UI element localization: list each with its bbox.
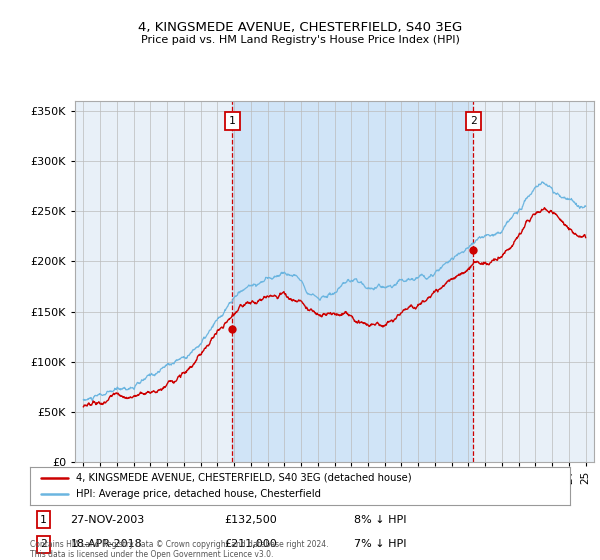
Text: 1: 1 (40, 515, 47, 525)
Text: 4, KINGSMEDE AVENUE, CHESTERFIELD, S40 3EG (detached house): 4, KINGSMEDE AVENUE, CHESTERFIELD, S40 3… (76, 473, 412, 483)
Text: 18-APR-2018: 18-APR-2018 (71, 539, 142, 549)
Bar (232, 101, 473, 462)
Text: Price paid vs. HM Land Registry's House Price Index (HPI): Price paid vs. HM Land Registry's House … (140, 35, 460, 45)
Text: 8% ↓ HPI: 8% ↓ HPI (354, 515, 407, 525)
Text: 4, KINGSMEDE AVENUE, CHESTERFIELD, S40 3EG: 4, KINGSMEDE AVENUE, CHESTERFIELD, S40 3… (138, 21, 462, 34)
Text: 1: 1 (229, 116, 236, 126)
Text: £211,000: £211,000 (224, 539, 277, 549)
Text: 2: 2 (470, 116, 477, 126)
Text: Contains HM Land Registry data © Crown copyright and database right 2024.
This d: Contains HM Land Registry data © Crown c… (30, 540, 329, 559)
Text: 2: 2 (40, 539, 47, 549)
Text: 27-NOV-2003: 27-NOV-2003 (71, 515, 145, 525)
Text: £132,500: £132,500 (224, 515, 277, 525)
Text: HPI: Average price, detached house, Chesterfield: HPI: Average price, detached house, Ches… (76, 489, 321, 500)
Text: 7% ↓ HPI: 7% ↓ HPI (354, 539, 407, 549)
